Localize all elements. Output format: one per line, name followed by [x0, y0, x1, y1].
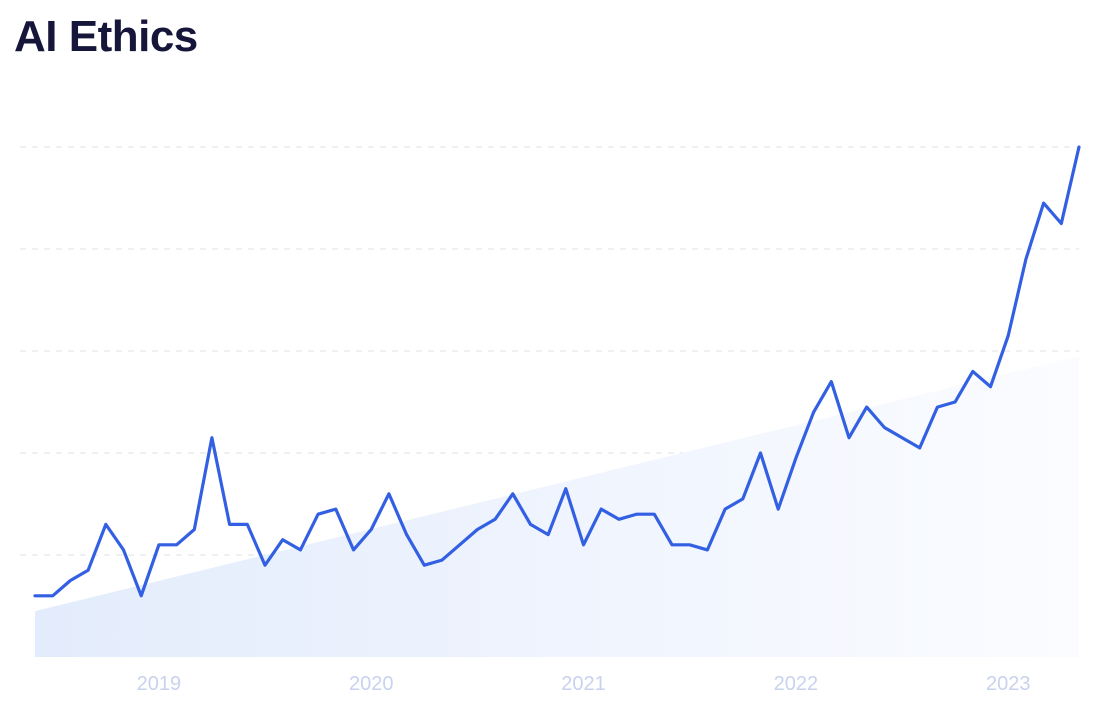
series-line-layer	[33, 145, 1081, 598]
trend-area	[35, 356, 1079, 657]
x-axis-ticks: 2019 2020 2021 2022 2023	[137, 673, 1031, 695]
series-line	[33, 145, 1081, 598]
x-tick-label-2020: 2020	[349, 673, 394, 695]
x-tick-label-2023: 2023	[986, 673, 1031, 695]
x-tick-label-2022: 2022	[774, 673, 819, 695]
trend-area-shape	[35, 356, 1079, 657]
x-tick-label-2019: 2019	[137, 673, 182, 695]
x-tick-label-2021: 2021	[561, 673, 606, 695]
chart-title: AI Ethics	[14, 12, 198, 61]
